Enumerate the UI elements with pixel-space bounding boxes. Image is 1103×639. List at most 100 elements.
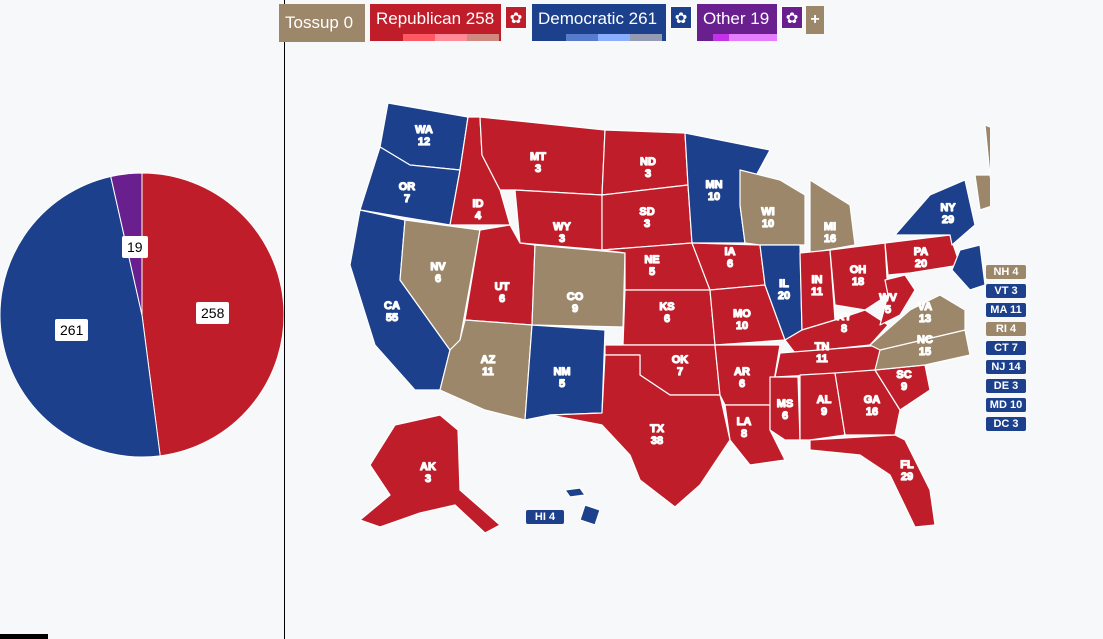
state-NY[interactable] bbox=[894, 179, 976, 246]
label-CA: CA 55 bbox=[384, 300, 400, 324]
state-AL[interactable] bbox=[799, 372, 846, 441]
republican-shades bbox=[403, 34, 499, 41]
label-MO: MO 10 bbox=[733, 308, 751, 332]
badge-DC[interactable]: DC 3 bbox=[986, 417, 1026, 431]
tossup-label: Tossup 0 bbox=[285, 13, 354, 32]
republican-label: Republican 258 bbox=[376, 9, 495, 28]
small-state-badges: NH 4 VT 3 MA 11 RI 4 CT 7 NJ 14 DE 3 MD 10 DC 3 bbox=[986, 265, 1026, 436]
label-TX: TX 38 bbox=[650, 423, 665, 447]
badge-MA[interactable]: MA 11 bbox=[986, 303, 1026, 317]
label-WV: WV 5 bbox=[879, 292, 897, 316]
state-PA[interactable] bbox=[884, 234, 961, 276]
label-NV: NV 6 bbox=[430, 261, 446, 285]
democratic-gear-icon[interactable]: ✿ bbox=[670, 6, 692, 29]
state-MS[interactable] bbox=[769, 376, 801, 441]
shade-likely[interactable] bbox=[713, 34, 729, 41]
legend-republican[interactable]: Republican 258 bbox=[370, 4, 501, 41]
label-WY: WY 3 bbox=[553, 221, 571, 245]
shade-solid[interactable] bbox=[697, 34, 713, 41]
label-UT: UT 6 bbox=[495, 281, 510, 305]
state-WV[interactable] bbox=[879, 274, 916, 326]
state-OH[interactable] bbox=[829, 242, 889, 311]
state-CO[interactable] bbox=[531, 244, 626, 328]
democratic-label: Democratic 261 bbox=[538, 9, 658, 28]
pie-label-democratic: 261 bbox=[55, 319, 89, 341]
label-KS: KS 6 bbox=[659, 301, 674, 325]
label-GA: GA 16 bbox=[864, 394, 881, 418]
label-TN: TN 11 bbox=[815, 341, 830, 365]
state-MI[interactable] bbox=[809, 179, 856, 254]
pie-label-other: 19 bbox=[122, 236, 148, 258]
shade-lean[interactable] bbox=[435, 34, 467, 41]
label-AL: AL 9 bbox=[817, 394, 832, 418]
label-AZ: AZ 11 bbox=[481, 354, 496, 378]
badge-RI[interactable]: RI 4 bbox=[986, 322, 1026, 336]
badge-HI[interactable]: HI 4 bbox=[526, 510, 564, 524]
label-CO: CO 9 bbox=[567, 291, 584, 315]
label-MT: MT 3 bbox=[530, 151, 546, 175]
democratic-shades bbox=[566, 34, 662, 41]
label-VA: VA 13 bbox=[918, 301, 933, 325]
label-AR: AR 6 bbox=[734, 366, 750, 390]
label-LA: LA 8 bbox=[737, 416, 752, 440]
state-HI-big[interactable] bbox=[579, 504, 601, 526]
label-OH: OH 18 bbox=[850, 264, 867, 288]
shade-tilt[interactable] bbox=[467, 34, 499, 41]
label-MN: MN 10 bbox=[705, 179, 722, 203]
state-GA[interactable] bbox=[834, 369, 901, 436]
label-SC: SC 9 bbox=[896, 369, 911, 393]
label-IL: IL 20 bbox=[778, 278, 790, 302]
label-WI: WI 10 bbox=[761, 206, 774, 230]
badge-VT[interactable]: VT 3 bbox=[986, 284, 1026, 298]
legend-tossup[interactable]: Tossup 0 bbox=[279, 4, 365, 42]
bottom-edge-bar bbox=[0, 634, 48, 639]
label-WA: WA 12 bbox=[415, 124, 433, 148]
label-IN: IN 11 bbox=[811, 274, 823, 298]
pie-label-republican: 258 bbox=[196, 302, 230, 324]
badge-NJ[interactable]: NJ 14 bbox=[986, 360, 1026, 374]
badge-DE[interactable]: DE 3 bbox=[986, 379, 1026, 393]
label-MI: MI 16 bbox=[824, 221, 836, 245]
legend-democratic[interactable]: Democratic 261 bbox=[532, 4, 666, 41]
state-ME[interactable] bbox=[984, 124, 990, 185]
label-NM: NM 5 bbox=[553, 366, 570, 390]
other-label: Other 19 bbox=[703, 9, 770, 28]
label-PA: PA 20 bbox=[914, 246, 929, 270]
state-VA[interactable] bbox=[869, 294, 966, 351]
shade-lean[interactable] bbox=[598, 34, 630, 41]
state-FL[interactable] bbox=[809, 434, 936, 528]
label-MS: MS 6 bbox=[777, 398, 794, 422]
label-ND: ND 3 bbox=[640, 156, 656, 180]
shade-tilt[interactable] bbox=[630, 34, 662, 41]
us-electoral-map: WA 12 OR 7 CA 55 ID 4 NV 6 MT 3 WY 3 UT 6 AZ 11 C… bbox=[349, 102, 990, 534]
pie-slice-democratic bbox=[0, 175, 161, 458]
label-KY: KY 8 bbox=[836, 311, 852, 335]
shade-likely[interactable] bbox=[403, 34, 435, 41]
state-NH-VT[interactable] bbox=[974, 174, 990, 211]
state-NE-region[interactable] bbox=[951, 244, 986, 291]
add-party-button[interactable]: + bbox=[806, 6, 824, 34]
label-IA: IA 6 bbox=[725, 246, 736, 270]
state-HI[interactable] bbox=[564, 487, 586, 498]
other-gear-icon[interactable]: ✿ bbox=[781, 6, 803, 29]
badge-NH[interactable]: NH 4 bbox=[986, 265, 1026, 279]
badge-CT[interactable]: CT 7 bbox=[986, 341, 1026, 355]
badge-MD[interactable]: MD 10 bbox=[986, 398, 1026, 412]
label-NC: NC 15 bbox=[917, 334, 933, 358]
state-AK[interactable] bbox=[359, 414, 501, 534]
label-OK: OK 7 bbox=[672, 354, 689, 378]
label-OR: OR 7 bbox=[399, 181, 416, 205]
republican-gear-icon[interactable]: ✿ bbox=[505, 6, 527, 29]
label-NE: NE 5 bbox=[644, 254, 659, 278]
legend-other[interactable]: Other 19 bbox=[697, 4, 777, 41]
shade-lean[interactable] bbox=[729, 34, 777, 41]
electoral-pie-chart bbox=[0, 172, 284, 458]
panel-divider bbox=[284, 0, 285, 639]
label-AK: AK 3 bbox=[420, 461, 436, 485]
label-FL: FL 29 bbox=[900, 459, 914, 483]
state-TX[interactable] bbox=[549, 354, 731, 508]
label-SD: SD 3 bbox=[639, 206, 654, 230]
shade-likely[interactable] bbox=[566, 34, 598, 41]
label-ID: ID 4 bbox=[473, 198, 484, 222]
other-shades bbox=[697, 34, 777, 41]
